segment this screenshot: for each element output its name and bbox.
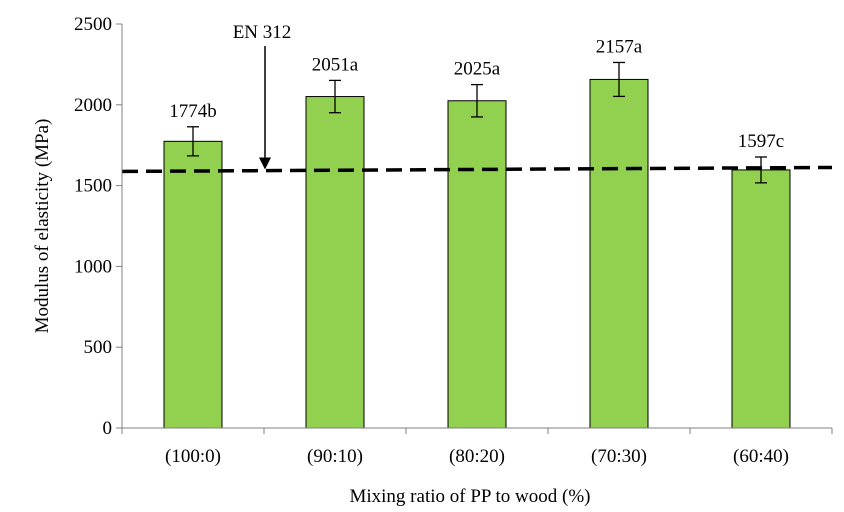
reference-arrow-head (259, 157, 271, 170)
y-tick-label-4: 1500 (74, 176, 112, 197)
data-label-1: 1774b (169, 101, 217, 122)
reference-line-group (121, 46, 833, 174)
bar-1 (163, 140, 223, 429)
x-tick-label-2: (90:10) (307, 446, 363, 467)
axes-group: (100:0) (90:10) (80:20) (70:30) (60:40) 0 500 1… (74, 14, 833, 467)
data-label-4: 2157a (596, 36, 643, 57)
y-axis-title: Modulus of elasticity (MPa) (32, 119, 53, 334)
data-label-2: 2051a (312, 54, 359, 75)
x-tick-label-3: (80:20) (449, 446, 505, 467)
bar-3 (447, 100, 507, 429)
data-label-3: 2025a (454, 59, 501, 80)
bar-2 (305, 96, 365, 429)
y-tick-label-1: 0 (103, 418, 113, 439)
bars-group (163, 78, 791, 429)
bar-4 (589, 78, 649, 429)
error-bars-group (187, 61, 767, 184)
reference-line-label: EN 312 (233, 22, 292, 43)
x-tick-label-5: (60:40) (733, 446, 789, 467)
bar-5 (731, 169, 791, 429)
x-tick-label-1: (100:0) (165, 446, 221, 467)
data-label-5: 1597c (738, 131, 784, 152)
reference-line (121, 165, 833, 174)
y-tick-label-6: 2500 (74, 14, 112, 35)
data-labels-group: 1774b 2051a 2025a 2157a 1597c (169, 36, 784, 152)
y-tick-label-2: 500 (84, 337, 113, 358)
x-tick-label-4: (70:30) (591, 446, 647, 467)
y-tick-label-3: 1000 (74, 256, 112, 277)
x-axis-title: Mixing ratio of PP to wood (%) (349, 486, 590, 507)
y-tick-label-5: 2000 (74, 95, 112, 116)
